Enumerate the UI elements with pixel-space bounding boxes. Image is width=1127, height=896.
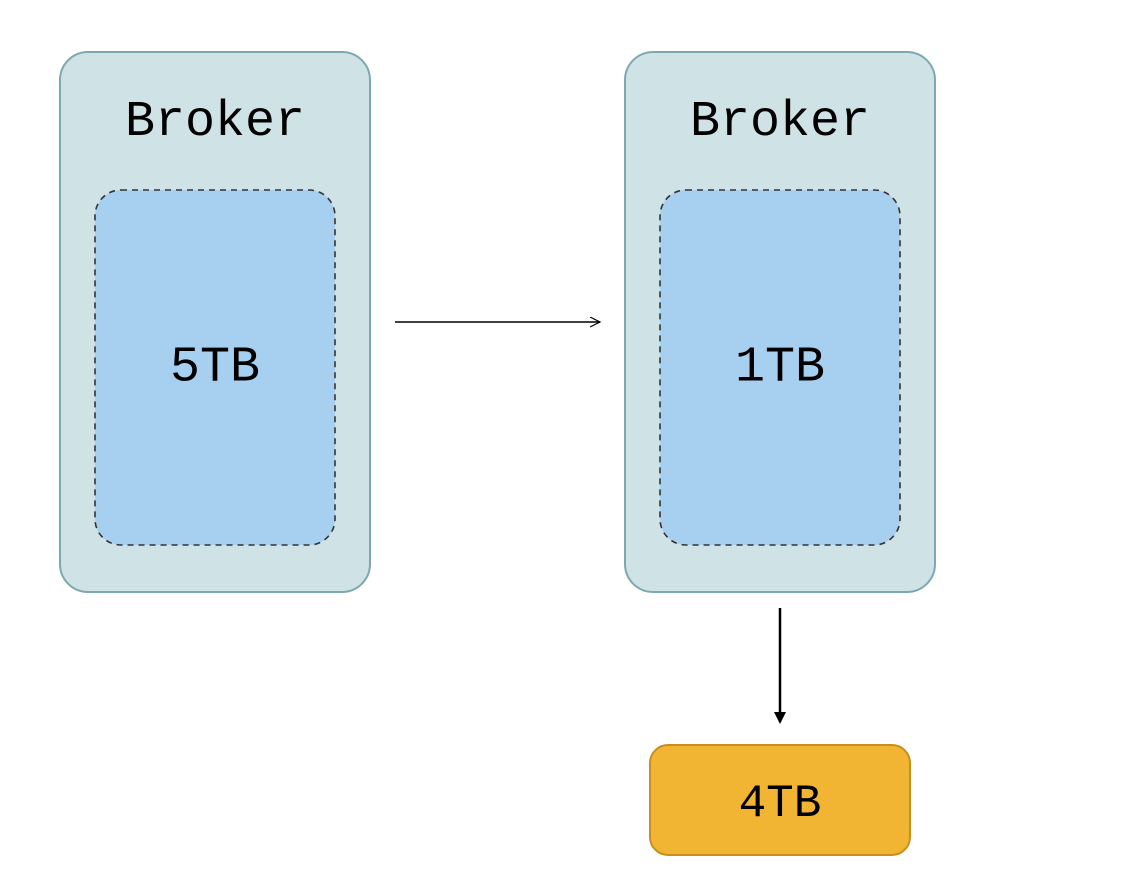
broker-left-title: Broker	[125, 94, 305, 151]
broker-right-title: Broker	[690, 94, 870, 151]
broker-left-inner-label: 5TB	[170, 340, 260, 397]
broker-right-inner-label: 1TB	[735, 340, 825, 397]
output-box-label: 4TB	[739, 778, 822, 830]
